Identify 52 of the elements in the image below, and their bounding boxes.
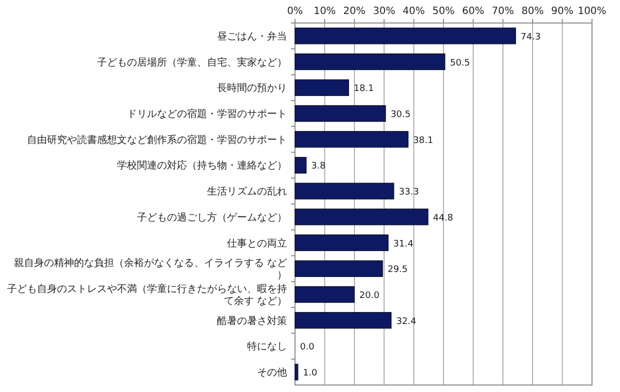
- data-label: 20.0: [359, 291, 380, 301]
- y-tick-label: 自由研究や読書感想文など創作系の宿題・学習のサポート: [27, 134, 287, 146]
- bar: [294, 79, 350, 96]
- bar: [294, 208, 428, 226]
- data-label: 38.1: [413, 136, 434, 146]
- x-tick-label: 20%: [343, 6, 366, 17]
- y-tick-label: 長時間の預かり: [217, 82, 287, 94]
- y-tick-label: 親自身の精神的な負担（余裕がなくなる、イライラする など）: [14, 257, 287, 282]
- bar: [294, 131, 408, 148]
- data-label: 18.1: [354, 84, 374, 94]
- data-label: 44.8: [433, 213, 454, 224]
- data-label: 3.8: [311, 162, 326, 172]
- bar: [294, 286, 355, 303]
- x-tick-label: 0%: [287, 6, 303, 17]
- data-label: 30.5: [390, 110, 411, 120]
- data-label: 29.5: [388, 265, 408, 276]
- x-tick-label: 40%: [402, 6, 425, 17]
- y-tick-label: 学校関連の対応（持ち物・連絡など）: [117, 160, 287, 172]
- bar: [294, 364, 298, 380]
- y-tick-label: 酷暑の暑さ対策: [217, 314, 287, 327]
- data-label: 33.3: [398, 188, 419, 198]
- data-label: 0.0: [300, 342, 315, 353]
- bar: [294, 312, 392, 329]
- data-label: 50.5: [450, 58, 470, 68]
- y-tick-label: 子どもの過ごし方（ゲームなど）: [137, 211, 287, 224]
- bar: [294, 260, 383, 277]
- x-tick-label: 30%: [372, 6, 396, 17]
- y-tick-label: その他: [257, 366, 287, 379]
- x-tick-label: 100%: [578, 6, 606, 17]
- x-tick-label: 10%: [314, 6, 336, 17]
- bar: [294, 182, 394, 200]
- y-tick-label: 子どもの居場所（学童、自宅、実家など）: [97, 56, 287, 68]
- x-tick-label: 90%: [551, 6, 574, 17]
- x-tick-label: 50%: [432, 6, 455, 17]
- bar: [294, 156, 307, 174]
- y-tick-label: 生活リズムの乱れ: [207, 186, 287, 198]
- data-label: 31.4: [393, 239, 414, 250]
- y-tick-label: 昼ごはん・弁当: [217, 30, 287, 42]
- bar: [294, 54, 446, 70]
- y-tick-label: 子ども自身のストレスや不満（学童に行きたがらない、暇を持て余す など）: [7, 283, 287, 307]
- y-tick-label: 特になし: [247, 340, 287, 353]
- x-tick-label: 60%: [462, 6, 484, 17]
- x-tick-label: 80%: [521, 6, 544, 17]
- bar: [294, 28, 516, 44]
- data-label: 74.3: [520, 32, 541, 42]
- bar: [294, 105, 386, 122]
- bar: [294, 234, 389, 252]
- data-label: 32.4: [396, 316, 417, 327]
- y-tick-label: ドリルなどの宿題・学習のサポート: [127, 108, 287, 120]
- x-tick-label: 70%: [492, 6, 514, 17]
- data-label: 1.0: [302, 368, 318, 379]
- y-tick-label: 仕事との両立: [227, 237, 287, 250]
